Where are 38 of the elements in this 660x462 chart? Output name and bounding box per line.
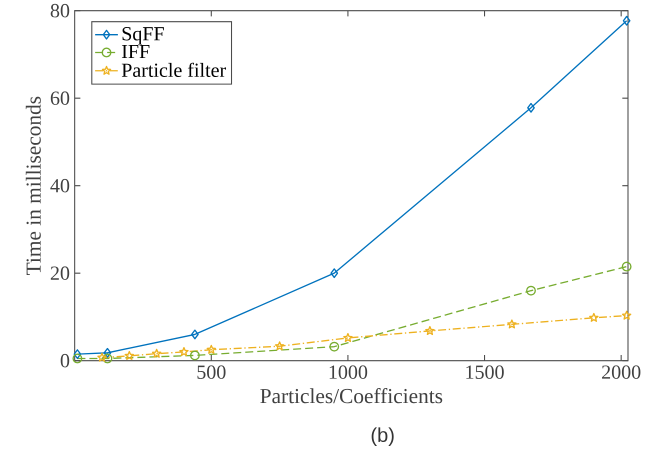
point bbox=[330, 268, 338, 278]
x-tick-label: 1500 bbox=[466, 365, 504, 379]
y-tick-label: 20 bbox=[50, 266, 70, 280]
x-tick-label: 1000 bbox=[330, 365, 368, 379]
point bbox=[97, 352, 107, 362]
y-axis-title: Time in milliseconds bbox=[26, 96, 41, 275]
point bbox=[329, 342, 340, 352]
point bbox=[124, 350, 134, 360]
point bbox=[152, 348, 162, 358]
point bbox=[622, 16, 631, 26]
point bbox=[102, 354, 112, 364]
point bbox=[190, 350, 200, 360]
x-tick-label: 2000 bbox=[602, 365, 640, 379]
point bbox=[274, 341, 284, 350]
legend-label: Particle filter bbox=[122, 62, 226, 77]
point bbox=[527, 102, 535, 113]
y-tick-label: 0 bbox=[60, 354, 70, 368]
point bbox=[622, 262, 632, 272]
x-tick-label: 500 bbox=[197, 365, 226, 379]
point bbox=[589, 312, 599, 322]
y-tick-label: 40 bbox=[50, 178, 70, 192]
point bbox=[622, 310, 632, 320]
point bbox=[206, 344, 216, 354]
legend-label: SqFF bbox=[122, 27, 164, 45]
point bbox=[425, 326, 435, 336]
point bbox=[104, 348, 112, 358]
y-tick-label: 80 bbox=[50, 4, 70, 18]
point bbox=[179, 346, 189, 356]
point bbox=[191, 329, 199, 340]
point bbox=[74, 349, 82, 360]
point bbox=[343, 332, 353, 342]
point bbox=[72, 354, 82, 364]
y-tick-label: 60 bbox=[50, 91, 70, 105]
point bbox=[526, 286, 536, 296]
point bbox=[507, 319, 517, 328]
legend-label: IFF bbox=[122, 44, 150, 58]
text: (b) bbox=[372, 427, 394, 446]
x-axis-title: Particles/Coefficients bbox=[260, 388, 442, 404]
